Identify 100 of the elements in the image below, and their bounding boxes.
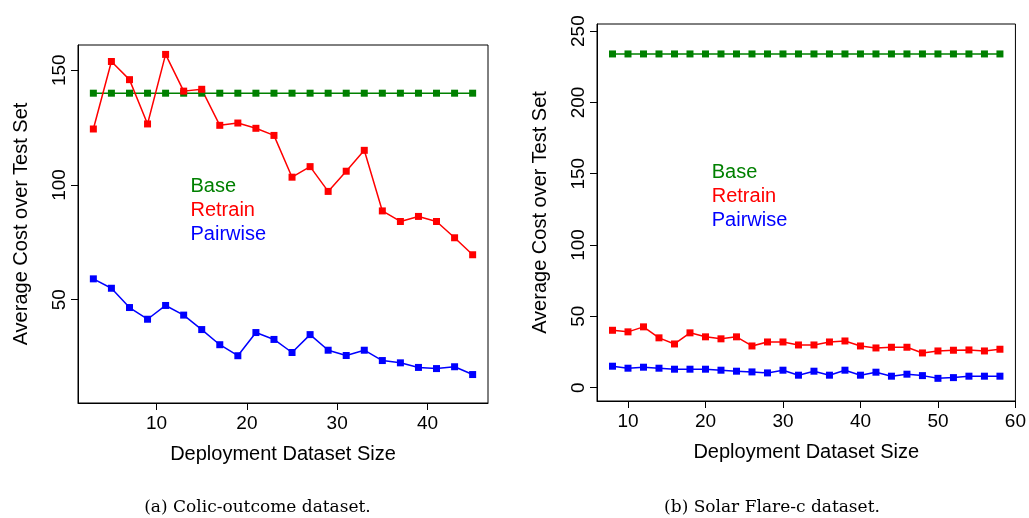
point bbox=[934, 347, 942, 355]
point bbox=[949, 346, 957, 354]
point bbox=[903, 50, 911, 58]
point bbox=[670, 50, 678, 58]
point bbox=[360, 146, 368, 154]
point bbox=[198, 85, 206, 93]
text: (a) Colic-outcome dataset. bbox=[144, 495, 371, 516]
y-tick-label: 200 bbox=[567, 86, 588, 119]
point bbox=[414, 363, 422, 371]
point bbox=[779, 338, 787, 346]
point bbox=[763, 338, 771, 346]
point bbox=[996, 345, 1004, 353]
point bbox=[655, 364, 663, 372]
point bbox=[451, 234, 459, 242]
y-axis-title: Average Cost over Test Set bbox=[9, 102, 31, 346]
point bbox=[794, 341, 802, 349]
point bbox=[655, 334, 663, 342]
series-label: Retrain bbox=[190, 198, 255, 221]
point bbox=[216, 121, 224, 129]
point bbox=[270, 89, 278, 97]
point bbox=[144, 315, 152, 323]
point bbox=[686, 365, 694, 373]
point bbox=[216, 89, 224, 97]
point bbox=[965, 50, 973, 58]
point bbox=[903, 370, 911, 378]
point bbox=[624, 328, 632, 336]
point bbox=[717, 366, 725, 374]
point bbox=[872, 50, 880, 58]
point bbox=[360, 346, 368, 354]
point bbox=[701, 50, 709, 58]
point bbox=[949, 50, 957, 58]
point bbox=[779, 366, 787, 374]
point bbox=[252, 89, 260, 97]
point bbox=[198, 326, 206, 334]
point bbox=[144, 89, 152, 97]
text: Pairwise bbox=[711, 207, 788, 230]
point bbox=[414, 212, 422, 220]
point bbox=[825, 371, 833, 379]
point bbox=[965, 346, 973, 354]
point bbox=[288, 89, 296, 97]
x-tick-label: 20 bbox=[236, 412, 258, 433]
point bbox=[856, 50, 864, 58]
y-tick-label: 50 bbox=[48, 289, 69, 311]
point bbox=[686, 329, 694, 337]
point bbox=[732, 333, 740, 341]
point bbox=[469, 89, 477, 97]
point bbox=[639, 50, 647, 58]
point bbox=[810, 367, 818, 375]
point bbox=[748, 368, 756, 376]
point bbox=[396, 217, 404, 225]
text: (b) Solar Flare-c dataset. bbox=[664, 495, 880, 516]
point bbox=[270, 335, 278, 343]
x-tick-label: 30 bbox=[772, 410, 794, 431]
point bbox=[717, 335, 725, 343]
point bbox=[825, 50, 833, 58]
point bbox=[609, 326, 616, 334]
point bbox=[469, 371, 477, 379]
point bbox=[306, 331, 314, 339]
point bbox=[934, 374, 942, 382]
y-tick-label: 100 bbox=[48, 169, 69, 201]
point bbox=[216, 341, 224, 349]
x-tick-label: 60 bbox=[1004, 410, 1026, 431]
point bbox=[125, 304, 133, 312]
point bbox=[89, 275, 97, 283]
point bbox=[609, 50, 616, 58]
point bbox=[107, 89, 115, 97]
point bbox=[162, 301, 170, 309]
point bbox=[234, 352, 242, 360]
point bbox=[887, 372, 895, 380]
point bbox=[252, 329, 260, 337]
point bbox=[433, 89, 441, 97]
point bbox=[655, 50, 663, 58]
point bbox=[433, 365, 441, 373]
x-axis-title: Deployment Dataset Size bbox=[693, 440, 920, 462]
point bbox=[180, 311, 188, 319]
point bbox=[107, 58, 115, 66]
point bbox=[89, 125, 97, 133]
point bbox=[639, 323, 647, 331]
point bbox=[378, 89, 386, 97]
point bbox=[918, 372, 926, 380]
x-tick-label: 10 bbox=[146, 412, 168, 433]
y-tick-label: 0 bbox=[567, 382, 588, 393]
point bbox=[701, 365, 709, 373]
point bbox=[717, 50, 725, 58]
text: Base bbox=[711, 159, 758, 182]
point bbox=[934, 50, 942, 58]
point bbox=[125, 89, 133, 97]
text: Base bbox=[190, 174, 237, 197]
point bbox=[144, 120, 152, 128]
point bbox=[887, 50, 895, 58]
point bbox=[980, 372, 988, 380]
y-tick-label: 250 bbox=[567, 15, 588, 47]
point bbox=[763, 369, 771, 377]
point bbox=[841, 366, 849, 374]
point bbox=[107, 284, 115, 292]
point bbox=[342, 167, 350, 175]
point bbox=[306, 163, 314, 171]
point bbox=[980, 50, 988, 58]
point bbox=[270, 131, 278, 139]
point bbox=[996, 372, 1004, 380]
